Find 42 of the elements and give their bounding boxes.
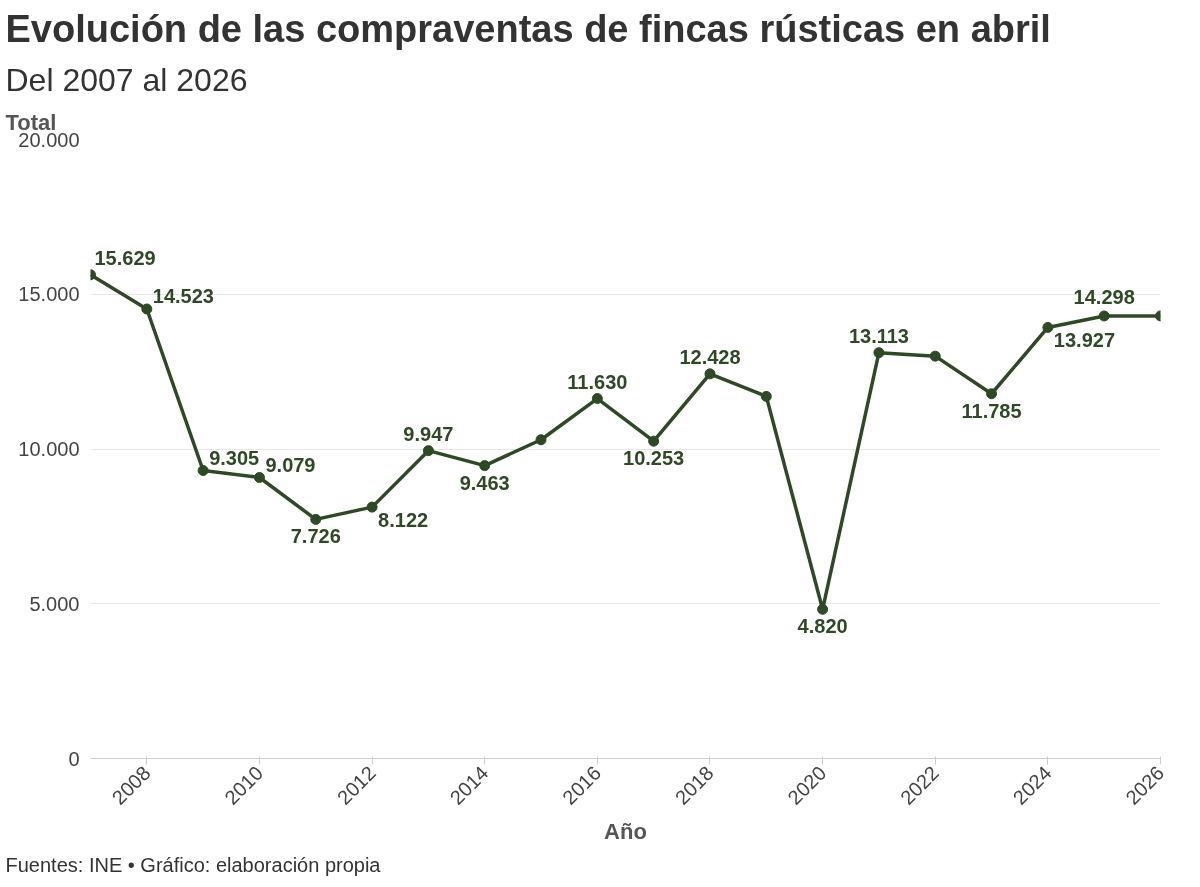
point xyxy=(591,393,603,405)
point xyxy=(366,501,378,513)
point xyxy=(873,347,885,359)
data-label: 12.428 xyxy=(679,345,741,368)
point xyxy=(817,603,829,615)
point xyxy=(929,350,941,362)
source-note: Fuentes: INE • Gráfico: elaboración propia xyxy=(5,853,382,876)
y-tick-label: 0 xyxy=(68,747,80,770)
chart-subtitle: Del 2007 al 2026 xyxy=(5,61,248,98)
data-label: 13.927 xyxy=(1053,329,1116,352)
point xyxy=(704,368,716,380)
data-label: 15.629 xyxy=(94,246,156,269)
y-tick-label: 15.000 xyxy=(18,283,80,306)
y-tick-label: 10.000 xyxy=(18,438,80,460)
data-label: 14.523 xyxy=(152,285,214,308)
point xyxy=(253,472,265,483)
point xyxy=(141,303,153,315)
point xyxy=(986,388,998,400)
point xyxy=(1098,310,1110,322)
data-label: 11.785 xyxy=(961,399,1022,422)
data-label: 8.122 xyxy=(378,509,429,532)
x-axis-title: Año xyxy=(604,818,647,844)
point xyxy=(535,434,547,446)
data-label: 13.113 xyxy=(848,324,909,347)
data-label: 9.305 xyxy=(209,446,260,469)
data-label: 9.079 xyxy=(265,453,316,476)
point xyxy=(760,390,772,402)
point xyxy=(648,435,660,447)
y-tick-label: 5.000 xyxy=(29,592,80,615)
data-label: 7.726 xyxy=(290,525,341,548)
data-label: 10.253 xyxy=(623,447,685,470)
data-label: 9.463 xyxy=(459,471,510,494)
point xyxy=(197,465,209,476)
point xyxy=(479,460,491,472)
data-label: 11.630 xyxy=(567,370,628,393)
data-label: 9.947 xyxy=(403,422,454,445)
data-label: 4.820 xyxy=(797,615,848,638)
point xyxy=(422,445,434,457)
point xyxy=(1042,321,1054,333)
data-label: 14.298 xyxy=(1073,285,1135,308)
chart-title: Evolución de las compraventas de fincas rústicas en abril xyxy=(5,7,1051,50)
point xyxy=(310,513,322,525)
